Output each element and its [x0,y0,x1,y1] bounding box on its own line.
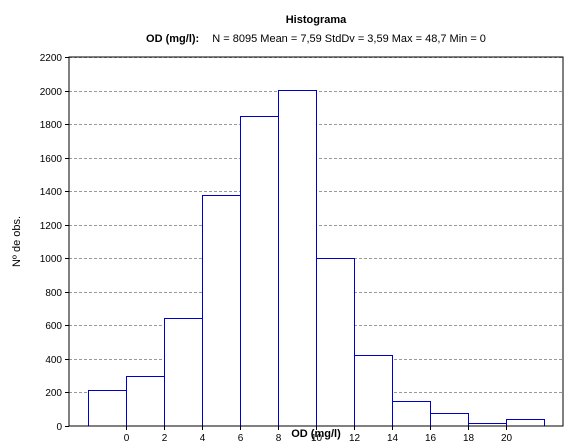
x-tick-label: 0 [124,433,130,443]
x-ticks: 0 2 4 6 8 10 12 14 16 18 20 [124,426,513,443]
histogram-bar [506,419,545,427]
y-tick-label: 1400 [40,187,63,198]
chart-title: Histograma [286,14,347,26]
x-axis-label: OD (mg/l) [291,428,341,440]
histogram-bar [88,390,127,427]
histogram-bar [164,318,203,427]
histogram-bar [126,376,165,427]
subtitle-variable: OD (mg/l): [146,33,199,45]
y-tick-label: 200 [45,388,62,399]
x-tick-label: 2 [162,433,168,443]
histogram-bar [430,413,469,427]
bars [88,90,545,427]
histogram-bar [202,195,241,427]
x-tick-label: 12 [349,433,361,443]
histogram-bar [316,258,355,427]
x-tick-label: 14 [387,433,399,443]
y-axis-label: Nº de obs. [11,216,23,267]
y-tick-label: 1800 [40,120,63,131]
x-tick-label: 10 [311,433,323,443]
x-tick-label: 16 [425,433,437,443]
y-tick-label: 2000 [40,87,63,98]
x-tick-label: 20 [501,433,513,443]
y-ticks: 0 200 400 600 800 1000 1200 1400 1600 1800 2000 220… [40,53,69,433]
y-tick-label: 1600 [40,154,63,165]
histogram-bar [392,401,431,427]
y-tick-label: 1000 [40,254,63,265]
histogram-bar [278,90,317,427]
y-tick-label: 800 [45,288,62,299]
chart-subtitle: OD (mg/l): N = 8095 Mean = 7,59 StdDv = … [146,33,486,45]
x-tick-label: 6 [238,433,244,443]
y-tick-label: 2200 [40,53,63,64]
y-tick-label: 0 [56,422,62,433]
histogram-bar [354,355,393,427]
x-tick-label: 18 [463,433,475,443]
x-tick-label: 8 [276,433,282,443]
y-tick-label: 600 [45,321,62,332]
histogram-bar [240,116,279,427]
y-tick-label: 1200 [40,221,63,232]
y-tick-label: 400 [45,355,62,366]
subtitle-stats: N = 8095 Mean = 7,59 StdDv = 3,59 Max = … [212,33,486,45]
x-tick-label: 4 [200,433,206,443]
